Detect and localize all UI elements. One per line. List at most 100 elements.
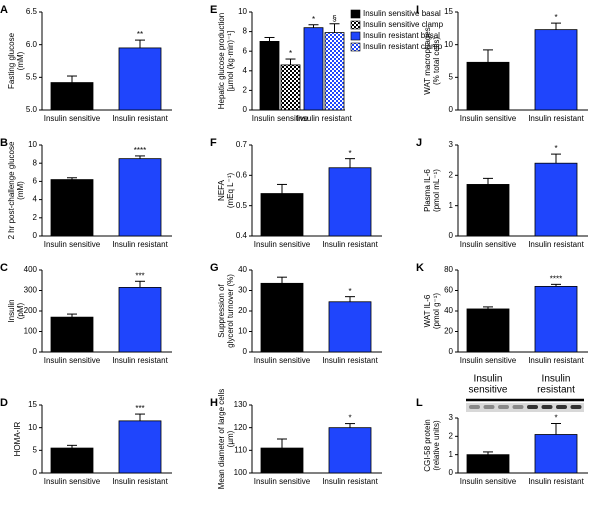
panel-letter: F [210, 137, 217, 149]
y-tick-label: 0 [243, 105, 248, 114]
y-axis-label: Hepatic glucose production [217, 13, 226, 110]
y-tick-label: 1 [449, 201, 454, 210]
y-tick-label: 2 [449, 170, 454, 179]
bar [534, 285, 578, 353]
bar [466, 454, 510, 474]
bar [534, 29, 578, 111]
bar [303, 27, 324, 111]
x-tick-label: Insulin sensitive [460, 477, 517, 486]
x-tick-label: Insulin sensitive [254, 356, 311, 365]
y-tick-label: 0.7 [236, 140, 248, 149]
y-axis-label: NEFA [217, 179, 226, 201]
significance: * [554, 414, 557, 423]
y-axis-label: (pM) [16, 302, 25, 319]
y-axis-label: [µmol (kg·min)⁻¹] [226, 31, 235, 91]
y-tick-label: 5.0 [26, 105, 38, 114]
y-axis-label: (pmol g⁻¹) [432, 293, 441, 330]
y-tick-label: 400 [24, 265, 38, 274]
bar [50, 447, 94, 474]
x-tick-label: Insulin resistant [112, 114, 168, 123]
bar [50, 179, 94, 237]
y-axis-label: (µm) [226, 430, 235, 447]
x-tick-label: Insulin sensitive [254, 240, 311, 249]
y-tick-label: 0 [449, 231, 454, 240]
x-tick-label: Insulin resistant [322, 240, 378, 249]
bar [50, 82, 94, 111]
y-tick-label: 20 [444, 327, 453, 336]
legend-label: Insulin resistant clamp [363, 42, 443, 51]
bar [118, 158, 162, 237]
bar [50, 316, 94, 353]
blot-label: Insulin [474, 374, 503, 385]
x-tick-label: Insulin sensitive [44, 240, 101, 249]
blot-band [527, 405, 538, 409]
y-tick-label: 4 [243, 66, 248, 75]
y-axis-label: (relative units) [432, 420, 441, 471]
panel-letter: A [0, 4, 8, 16]
bar [328, 427, 372, 474]
significance: *** [135, 271, 144, 280]
bar [118, 420, 162, 474]
significance: * [289, 49, 292, 58]
bar [260, 193, 304, 237]
bar [260, 282, 304, 353]
significance: ** [137, 30, 143, 39]
significance: **** [134, 146, 146, 155]
panel-letter: H [210, 397, 218, 409]
x-tick-label: Insulin sensitive [254, 477, 311, 486]
blot-band [570, 405, 582, 409]
x-tick-label: Insulin resistant [528, 240, 584, 249]
bar [259, 41, 280, 111]
bar [118, 47, 162, 111]
blot-band [541, 405, 553, 409]
y-tick-label: 0 [33, 468, 38, 477]
y-tick-label: 8 [33, 158, 38, 167]
y-tick-label: 120 [234, 423, 248, 432]
legend-label: Insulin sensitive clamp [363, 20, 444, 29]
x-tick-label: Insulin sensitive [460, 240, 517, 249]
y-axis-label: Mean diameter of large cells [217, 389, 226, 490]
y-tick-label: 60 [444, 286, 453, 295]
panel-letter: G [210, 262, 219, 274]
bar [534, 434, 578, 474]
y-axis-label: (mM) [16, 181, 25, 200]
y-tick-label: 10 [238, 7, 247, 16]
y-tick-label: 0 [449, 468, 454, 477]
x-tick-label: Insulin sensitive [460, 356, 517, 365]
blot-label: sensitive [469, 385, 508, 396]
y-tick-label: 15 [444, 7, 453, 16]
y-tick-label: 15 [28, 400, 37, 409]
y-tick-label: 1 [449, 450, 454, 459]
y-tick-label: 0 [449, 347, 454, 356]
significance: **** [550, 274, 562, 283]
bar [466, 308, 510, 353]
bar [118, 287, 162, 353]
x-tick-label: Insulin resistant [112, 240, 168, 249]
y-axis-label: HOMA-IR [13, 421, 22, 456]
y-tick-label: 10 [28, 140, 37, 149]
y-tick-label: 2 [243, 86, 248, 95]
y-axis-label: (mM) [16, 51, 25, 70]
x-tick-label: Insulin resistant [112, 356, 168, 365]
x-tick-label: Insulin resistant [528, 356, 584, 365]
y-tick-label: 20 [238, 306, 247, 315]
y-tick-label: 4 [33, 195, 38, 204]
y-tick-label: 40 [444, 306, 453, 315]
bar [328, 301, 372, 353]
y-tick-label: 0 [33, 231, 38, 240]
x-tick-label: Insulin resistant [528, 477, 584, 486]
bar [260, 447, 304, 474]
y-tick-label: 6.0 [26, 40, 38, 49]
x-tick-label: Insulin resistant [528, 114, 584, 123]
y-tick-label: 200 [24, 306, 38, 315]
y-tick-label: 3 [449, 413, 454, 422]
blot-band [556, 405, 567, 409]
y-tick-label: 10 [444, 40, 453, 49]
legend-swatch [350, 9, 361, 19]
blot-band [469, 405, 480, 409]
panel-letter: B [0, 137, 8, 149]
significance: * [312, 15, 315, 24]
y-tick-label: 3 [449, 140, 454, 149]
